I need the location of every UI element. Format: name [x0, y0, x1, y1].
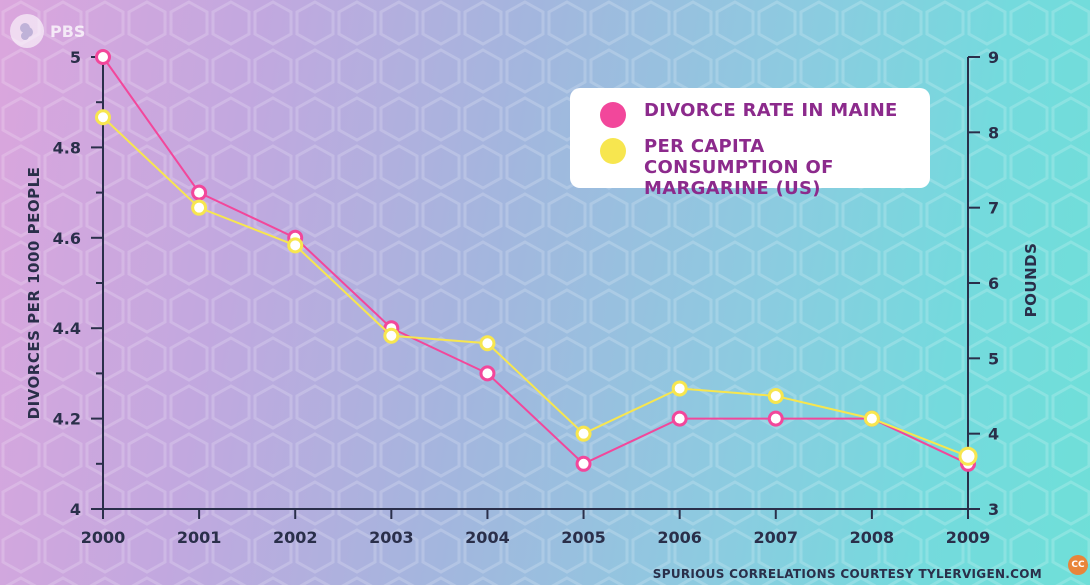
data-point-divorce-2004	[479, 365, 496, 382]
data-point-margarine-2000	[95, 109, 111, 126]
right-axis-tick-label: 9	[988, 48, 999, 67]
left-axis-tick-label: 4.8	[53, 138, 81, 157]
series-line-margarine-consumption	[102, 116, 969, 458]
data-point-margarine-2005	[575, 425, 592, 442]
data-point-divorce-2001	[191, 184, 208, 201]
legend-label-margarine: PER CAPITA CONSUMPTION OF MARGARINE (US)	[644, 136, 834, 199]
closed-captions-button[interactable]: CC	[1068, 555, 1088, 575]
right-axis-tick-label: 5	[988, 349, 999, 368]
data-point-margarine-2001	[191, 199, 208, 216]
chart-axes: 4 4.2 4.4 4.6 4.8 5 3 4 5 6 7 8 9 2000 2001 2002 2003 200…	[25, 48, 1040, 547]
chart-series	[95, 49, 978, 472]
x-axis-tick-label: 2005	[561, 528, 606, 547]
left-axis-tick-label: 4.2	[53, 410, 81, 429]
data-point-margarine-2003	[383, 327, 400, 344]
legend-entry-margarine: PER CAPITA CONSUMPTION OF MARGARINE (US)	[600, 136, 912, 199]
x-axis-tick-label: 2003	[369, 528, 414, 547]
x-axis-tick-label: 2001	[177, 528, 222, 547]
chart-legend: DIVORCE RATE IN MAINE PER CAPITA CONSUMP…	[570, 88, 930, 199]
series-margarine-consumption	[95, 109, 978, 466]
right-axis-title: POUNDS	[1022, 243, 1040, 318]
data-point-margarine-2007	[767, 388, 784, 404]
x-axis-tick-label: 2004	[465, 528, 510, 547]
legend-entry-divorce: DIVORCE RATE IN MAINE	[600, 100, 912, 128]
legend-marker-pink	[600, 102, 626, 128]
right-axis-tick-label: 4	[988, 425, 999, 444]
source-credit: SPURIOUS CORRELATIONS COURTESY TYLERVIGE…	[652, 567, 1042, 581]
right-axis-tick-label: 8	[988, 123, 999, 142]
legend-label-divorce: DIVORCE RATE IN MAINE	[644, 100, 898, 121]
data-point-divorce-2006	[671, 410, 688, 427]
legend-marker-yellow	[600, 138, 626, 164]
x-axis-tick-label: 2008	[850, 528, 895, 547]
data-point-margarine-2006	[671, 380, 688, 397]
x-axis-tick-label: 2000	[81, 528, 126, 547]
left-axis-tick-label: 4.6	[53, 229, 81, 248]
left-axis-tick-label: 5	[70, 48, 81, 67]
x-axis-tick-label: 2002	[273, 528, 318, 547]
series-line-divorce-rate	[102, 56, 969, 465]
data-point-margarine-2008	[863, 410, 880, 427]
data-point-margarine-2004	[479, 335, 496, 352]
right-axis-tick-label: 7	[988, 199, 999, 218]
data-point-divorce-2005	[575, 455, 592, 472]
x-axis-tick-label: 2009	[946, 528, 991, 547]
data-point-divorce-2000	[95, 49, 111, 65]
right-axis-tick-label: 3	[988, 500, 999, 519]
pbs-head-icon	[10, 14, 44, 48]
logo-text: PBS	[50, 21, 86, 41]
x-axis-tick-label: 2006	[657, 528, 702, 547]
left-axis-tick-label: 4	[70, 500, 81, 519]
x-axis-tick-label: 2007	[754, 528, 799, 547]
data-point-margarine-2009	[958, 446, 978, 466]
left-axis-title: DIVORCES PER 1000 PEOPLE	[25, 167, 43, 420]
data-point-divorce-2007	[767, 410, 784, 427]
left-axis-tick-label: 4.4	[53, 319, 81, 338]
right-axis-tick-label: 6	[988, 274, 999, 293]
data-point-margarine-2002	[287, 237, 304, 254]
pbs-logo: PBS	[10, 14, 85, 48]
